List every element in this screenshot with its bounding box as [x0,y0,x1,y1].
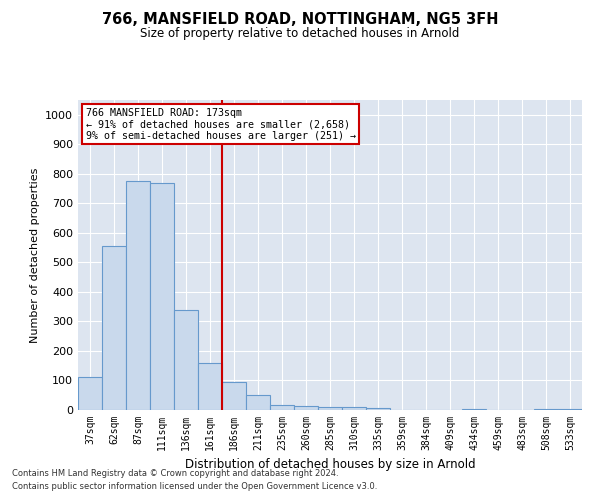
Bar [102,246,126,410]
Bar [198,363,222,410]
Bar [222,382,246,410]
Bar [270,404,294,410]
Bar [318,407,342,410]
Y-axis label: Number of detached properties: Number of detached properties [29,168,40,342]
Text: Contains public sector information licensed under the Open Government Licence v3: Contains public sector information licen… [12,482,377,491]
Bar [150,182,174,410]
Bar [78,376,102,410]
Bar [174,310,198,410]
Bar [126,181,150,410]
Bar [342,407,366,410]
Text: 766, MANSFIELD ROAD, NOTTINGHAM, NG5 3FH: 766, MANSFIELD ROAD, NOTTINGHAM, NG5 3FH [102,12,498,28]
Text: Size of property relative to detached houses in Arnold: Size of property relative to detached ho… [140,28,460,40]
Bar [534,408,558,410]
Bar [558,408,582,410]
Bar [246,395,270,410]
Text: Contains HM Land Registry data © Crown copyright and database right 2024.: Contains HM Land Registry data © Crown c… [12,468,338,477]
Bar [294,406,318,410]
X-axis label: Distribution of detached houses by size in Arnold: Distribution of detached houses by size … [185,458,475,471]
Text: 766 MANSFIELD ROAD: 173sqm
← 91% of detached houses are smaller (2,658)
9% of se: 766 MANSFIELD ROAD: 173sqm ← 91% of deta… [86,108,356,141]
Bar [462,408,486,410]
Bar [366,408,390,410]
